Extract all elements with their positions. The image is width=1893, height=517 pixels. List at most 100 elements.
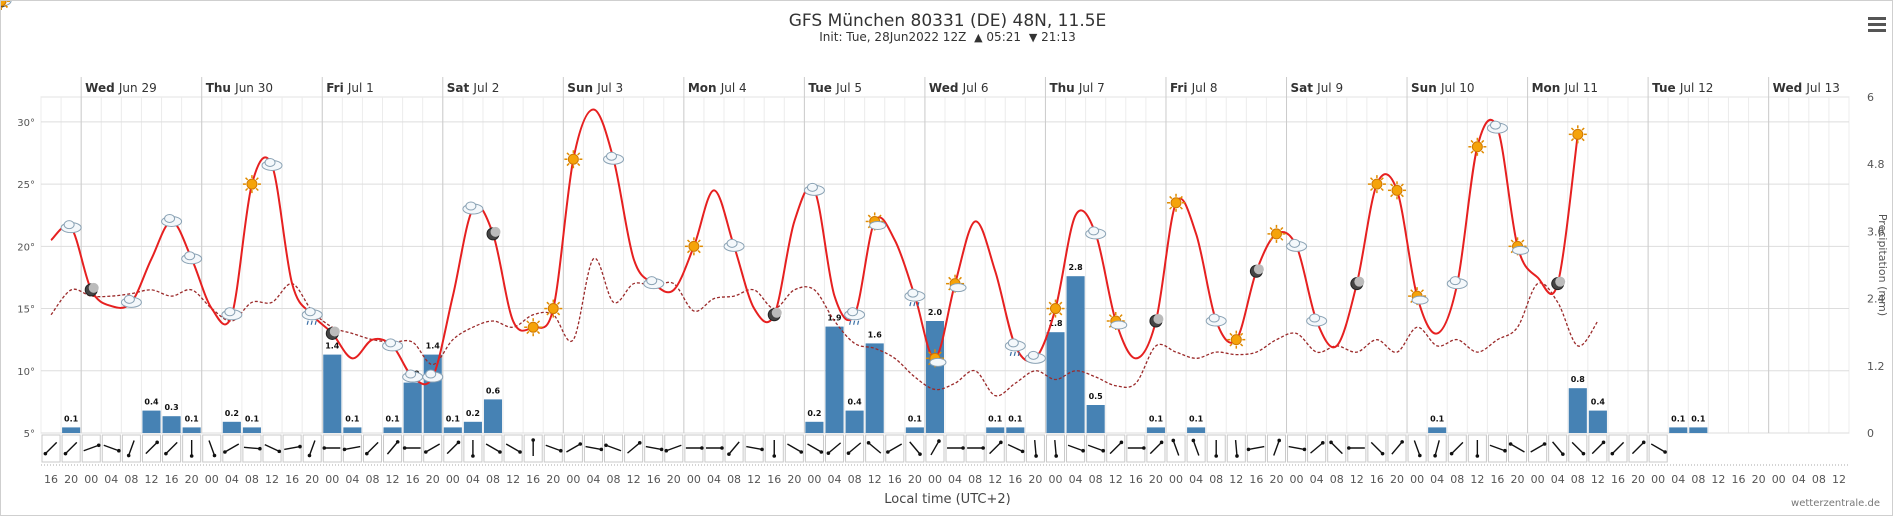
cloud-puff — [1088, 226, 1100, 236]
wind-arrow-head — [659, 447, 664, 452]
credit-link[interactable]: wetterzentrale.de — [1791, 498, 1880, 509]
wind-arrow — [1631, 441, 1645, 455]
sun-ray — [958, 276, 962, 280]
x-tick-label: 08 — [1812, 473, 1826, 486]
precip-bar — [925, 321, 944, 433]
precip-label: 1.4 — [426, 342, 441, 351]
sun-ray — [1229, 343, 1233, 347]
x-tick-label: 08 — [365, 473, 379, 486]
x-tick-label: 00 — [1531, 473, 1545, 486]
cloud-puff — [1027, 350, 1039, 360]
wind-arrow — [1310, 442, 1324, 454]
cloud-weather-icon — [60, 220, 82, 234]
sun-ray — [556, 301, 561, 305]
wind-arrow — [1391, 441, 1403, 455]
partly-weather-icon — [946, 274, 967, 293]
wind-arrow-head — [212, 453, 217, 458]
x-axis-label: Local time (UTC+2) — [884, 492, 1011, 507]
precip-bar — [1568, 388, 1587, 433]
rain-weather-icon — [1004, 338, 1026, 357]
wind-arrow — [1149, 441, 1163, 455]
x-tick-label: 00 — [1410, 473, 1424, 486]
sun-weather-icon — [564, 150, 583, 169]
wind-arrow-head — [1503, 448, 1507, 453]
wind-arrow-head — [402, 446, 407, 450]
x-tick-label: 16 — [647, 473, 661, 486]
cloud-weather-icon — [221, 307, 243, 321]
sun-ray — [1048, 301, 1052, 305]
partly-weather-icon — [925, 349, 947, 368]
x-tick-label: 00 — [928, 473, 942, 486]
hamburger-menu-icon[interactable] — [1868, 17, 1886, 33]
rain-drop — [1009, 351, 1012, 357]
wind-arrow — [1510, 443, 1525, 453]
x-tick-label: 00 — [325, 473, 339, 486]
cloud-puff — [224, 307, 236, 317]
wind-arrow-head — [43, 451, 48, 456]
x-tick-label: 20 — [1149, 473, 1163, 486]
wind-arrow — [1248, 445, 1265, 451]
precip-bar — [845, 410, 864, 433]
sun-ray — [1390, 194, 1394, 198]
cloud-weather-icon — [603, 151, 625, 165]
wind-arrow-head — [1214, 454, 1218, 458]
moon-crescent — [1253, 264, 1264, 275]
x-tick-label: 12 — [1470, 473, 1484, 486]
sun-ray — [948, 276, 952, 280]
cloud-shape — [949, 283, 967, 293]
y-tick-label-left: 5° — [24, 429, 35, 440]
x-tick-label: 20 — [305, 473, 319, 486]
y-tick-label-right: 1.2 — [1867, 360, 1885, 373]
x-tick-label: 20 — [667, 473, 681, 486]
day-label: Sat Jul 9 — [1291, 81, 1344, 95]
sun-ray — [938, 351, 942, 355]
chart-title: GFS München 80331 (DE) 48N, 11.5E — [788, 11, 1107, 31]
precip-label: 1.6 — [868, 330, 883, 339]
wind-arrow-head — [322, 446, 327, 450]
wind-arrow-head — [772, 454, 777, 458]
x-tick-label: 04 — [948, 473, 962, 486]
sun-ray — [245, 177, 249, 181]
moon-weather-icon — [1551, 276, 1566, 291]
sun-weather-icon — [1167, 193, 1186, 212]
sunset-time: 21:13 — [1041, 30, 1076, 44]
sun-ray — [1048, 312, 1052, 316]
x-tick-label: 08 — [245, 473, 259, 486]
moon-crescent — [490, 226, 501, 237]
precip-bar — [343, 427, 362, 433]
x-tick-label: 12 — [265, 473, 279, 486]
y-tick-label-left: 15° — [17, 305, 35, 316]
wind-arrow — [264, 443, 280, 453]
x-tick-label: 20 — [185, 473, 199, 486]
cloud-shape — [869, 220, 887, 230]
precip-label: 0.2 — [466, 409, 480, 418]
wind-arrow — [1109, 441, 1122, 455]
sun-disc — [547, 303, 559, 315]
rain-weather-icon — [904, 288, 926, 307]
sun-ray — [686, 239, 691, 243]
wind-arrow-head — [1418, 453, 1422, 458]
precip-label: 2.0 — [928, 308, 943, 317]
sun-ray — [577, 162, 581, 167]
sun-ray — [928, 351, 932, 355]
day-label: Fri Jul 1 — [326, 81, 374, 95]
sun-ray — [1570, 138, 1575, 142]
precip-bar — [463, 421, 482, 433]
wind-arrow-head — [1449, 451, 1454, 456]
cloud-shape — [1512, 245, 1530, 255]
wind-arrow-head — [258, 446, 262, 451]
y-tick-label-left: 25° — [17, 180, 35, 191]
sun-ray — [1059, 312, 1063, 316]
sun-ray — [1240, 332, 1244, 336]
x-tick-label: 16 — [285, 473, 299, 486]
precip-bar — [142, 410, 161, 433]
x-tick-label: 16 — [44, 473, 58, 486]
x-tick-label: 04 — [1189, 473, 1203, 486]
precip-label: 0.4 — [848, 398, 863, 407]
sun-ray — [526, 330, 530, 335]
sun-weather-icon — [1267, 224, 1286, 243]
precip-bar — [865, 343, 884, 433]
precip-label: 0.4 — [1591, 398, 1606, 407]
x-tick-label: 00 — [566, 473, 580, 486]
